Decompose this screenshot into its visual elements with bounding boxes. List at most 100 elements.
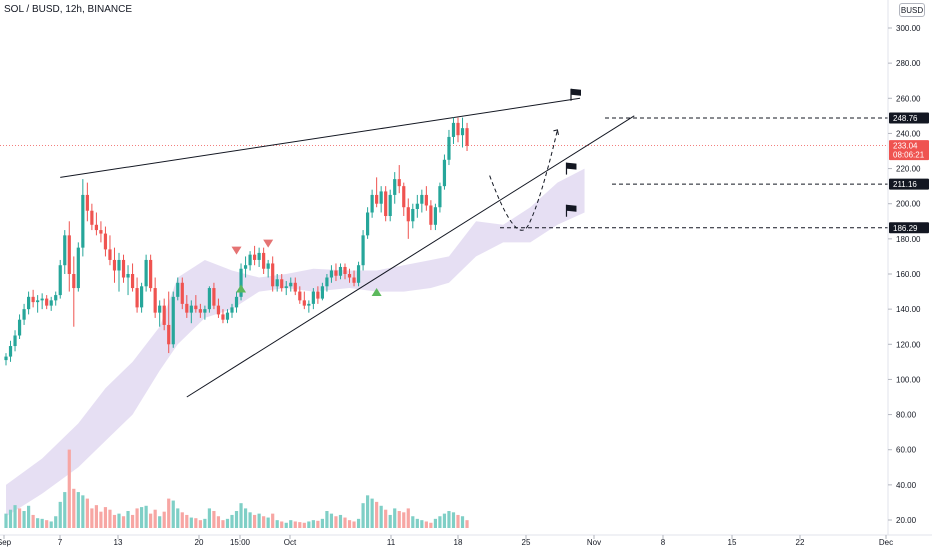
candle-body: [253, 254, 257, 260]
tag-bg: [889, 112, 929, 124]
price-tick-label: 280.00: [896, 59, 921, 68]
volume-bar: [275, 520, 279, 528]
candle-body: [162, 305, 166, 325]
volume-bar: [447, 511, 451, 528]
volume-bar: [117, 513, 121, 528]
volume-bar: [225, 518, 230, 528]
volume-bar: [212, 511, 216, 528]
candle-body: [411, 208, 415, 222]
volume-bar: [153, 509, 157, 528]
volume-bar: [411, 516, 415, 528]
time-tick-label: 15:00: [230, 538, 251, 547]
currency-badge[interactable]: BUSD: [899, 3, 925, 17]
price-tick-label: 20.00: [896, 516, 917, 525]
volume-bar: [72, 488, 76, 528]
candle-body: [266, 263, 270, 269]
time-tick-label: 20: [195, 538, 204, 547]
volume-bar: [456, 514, 460, 528]
volume-bar: [198, 520, 202, 528]
candle-body: [366, 212, 370, 236]
candle-body: [17, 319, 22, 336]
volume-bar: [343, 517, 347, 528]
candle-body: [311, 291, 315, 304]
volume-bar: [415, 518, 419, 528]
candle-body: [451, 122, 456, 137]
volume-bar: [334, 516, 338, 528]
candle-body: [36, 300, 40, 303]
volume-bar: [85, 498, 89, 528]
volume-bar: [13, 505, 17, 528]
candle-body: [379, 191, 383, 204]
candle-body: [189, 305, 193, 313]
candle-body: [433, 207, 437, 225]
volume-bar: [262, 516, 266, 528]
candle-body: [94, 224, 98, 231]
tag-bg: [889, 178, 929, 190]
candle-body: [460, 128, 465, 136]
volume-bar: [356, 518, 361, 528]
candle-body: [334, 270, 338, 276]
volume-bar: [121, 516, 126, 528]
volume-bar: [194, 518, 198, 528]
candle-body: [4, 356, 8, 361]
volume-bar: [130, 514, 135, 528]
flag-icon[interactable]: [565, 204, 577, 217]
volume-bar: [162, 511, 166, 528]
volume-bar: [94, 505, 98, 528]
price-tick-label: 120.00: [896, 340, 921, 349]
volume-bar: [90, 508, 94, 528]
volume-bar: [216, 516, 221, 528]
volume-bar: [40, 518, 44, 528]
flags: [565, 88, 581, 217]
volume-bar: [45, 520, 49, 528]
volume-bar: [4, 513, 8, 528]
volume-bar: [460, 516, 465, 528]
flag-cloth: [571, 88, 581, 96]
price-level-tag: 248.76: [889, 112, 929, 124]
candle-body: [8, 346, 13, 357]
price-axis: 300.00 280.00 260.00 240.00 220.00 200.00 180.…: [887, 0, 921, 535]
volume-bar: [58, 501, 62, 528]
volume-bar: [307, 521, 311, 528]
candle-body: [153, 288, 157, 313]
candle-body: [343, 266, 347, 274]
candle-body: [356, 265, 361, 283]
time-tick-label: 15: [728, 538, 737, 547]
projection-path[interactable]: [489, 129, 558, 231]
candle-body: [361, 235, 365, 266]
candle-body: [49, 300, 53, 306]
tag-value: 233.04: [893, 142, 918, 151]
symbol-title[interactable]: SOL / BUSD, 12h, BINANCE: [4, 4, 133, 15]
volume-bar: [375, 501, 379, 528]
trendline[interactable]: [186, 115, 635, 398]
price-tick-label: 180.00: [896, 235, 921, 244]
candle-body: [402, 186, 406, 208]
volume-bar: [433, 518, 437, 528]
volume-bar: [338, 514, 343, 528]
candle-body: [465, 128, 469, 146]
volume-bar: [108, 509, 112, 528]
time-tick-label: Oct: [284, 538, 297, 547]
volume-bar: [149, 513, 153, 528]
candle-body: [171, 296, 175, 345]
volume-bar: [221, 520, 225, 528]
volume-bar: [99, 511, 103, 528]
price-tick-label: 40.00: [896, 481, 917, 490]
candles: [4, 117, 469, 366]
volume-bar: [320, 518, 324, 528]
candle-body: [198, 309, 202, 313]
flag-icon[interactable]: [570, 88, 581, 101]
flag-icon[interactable]: [565, 162, 577, 175]
candle-body: [180, 282, 184, 304]
price-tick-label: 240.00: [896, 129, 921, 138]
trendline[interactable]: [60, 97, 581, 178]
candle-body: [144, 259, 148, 287]
candle-body: [456, 122, 460, 136]
candle-body: [352, 277, 356, 283]
volume-bar: [402, 512, 406, 528]
price-tick-label: 300.00: [896, 24, 921, 33]
tag-value: 248.76: [893, 114, 918, 123]
candle-body: [257, 252, 261, 260]
